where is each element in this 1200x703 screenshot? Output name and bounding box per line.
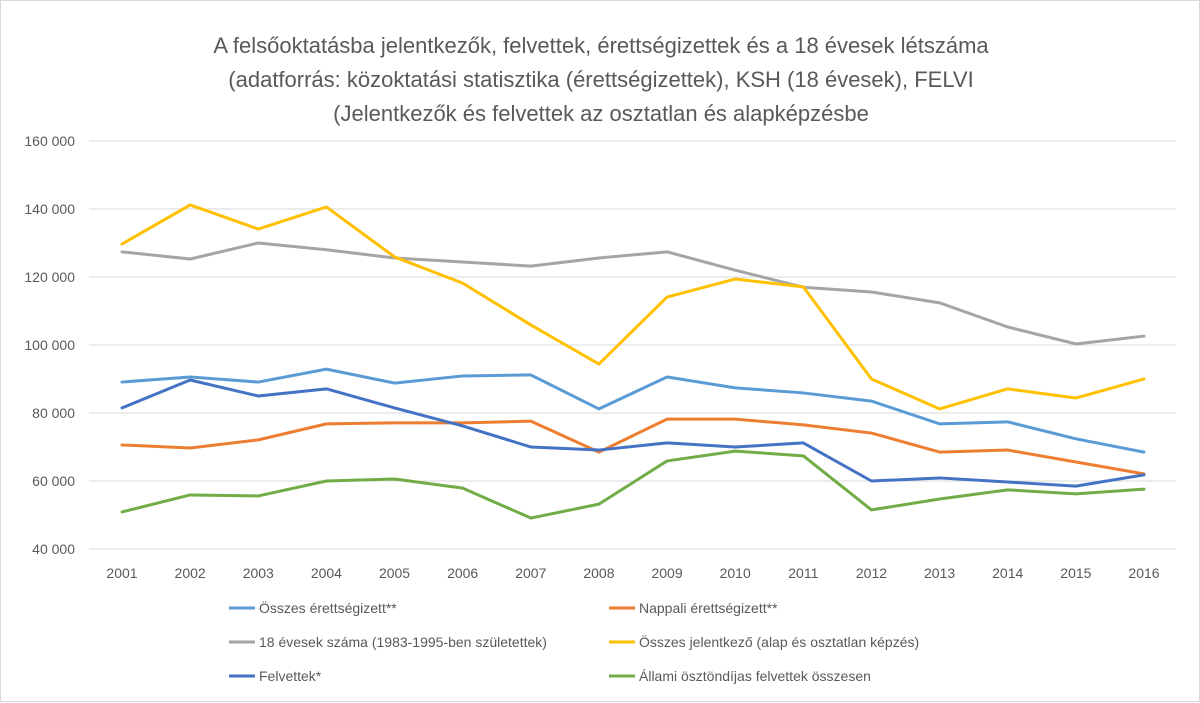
legend-label: Összes jelentkező (alap és osztatlan kép… [639,633,919,650]
x-tick-label: 2009 [651,565,682,581]
x-tick-label: 2012 [856,565,887,581]
legend-label: Állami ösztöndíjas felvettek összesen [639,668,871,684]
chart-title-line-3: (Jelentkezők és felvettek az osztatlan é… [333,101,869,126]
series-line-2 [120,417,1146,476]
x-tick-label: 2006 [447,565,478,581]
y-tick-label: 120 000 [24,269,75,285]
x-tick-label: 2011 [788,565,818,581]
series-line-4 [120,203,1146,411]
x-tick-label: 2007 [515,565,546,581]
legend-label: Felvettek* [259,668,322,684]
series-line-3 [120,241,1146,346]
chart-title-line-2: (adatforrás: közoktatási statisztika (ér… [228,67,974,92]
y-tick-label: 60 000 [32,473,75,489]
x-tick-label: 2003 [243,565,274,581]
series-line-6 [120,449,1146,520]
x-tick-label: 2010 [720,565,751,581]
legend-label: Nappali érettségizett** [639,600,778,616]
y-tick-label: 80 000 [32,405,75,421]
x-tick-label: 2004 [311,565,342,581]
x-tick-label: 2005 [379,565,410,581]
y-tick-label: 140 000 [24,201,75,217]
chart-title-line-1: A felsőoktatásba jelentkezők, felvettek,… [213,33,989,58]
y-tick-label: 160 000 [24,133,75,149]
y-tick-label: 100 000 [24,337,75,353]
legend-label: 18 évesek száma (1983-1995-ben született… [259,634,547,650]
y-tick-label: 40 000 [32,541,75,557]
x-tick-label: 2014 [992,565,1023,581]
series-line-5 [120,378,1146,488]
x-tick-label: 2016 [1128,565,1159,581]
x-tick-label: 2013 [924,565,955,581]
x-tick-label: 2002 [175,565,206,581]
x-tick-label: 2001 [106,565,137,581]
legend-label: Összes érettségizett** [259,599,397,616]
x-tick-label: 2015 [1060,565,1091,581]
x-tick-label: 2008 [583,565,614,581]
series-line-1 [120,367,1146,454]
